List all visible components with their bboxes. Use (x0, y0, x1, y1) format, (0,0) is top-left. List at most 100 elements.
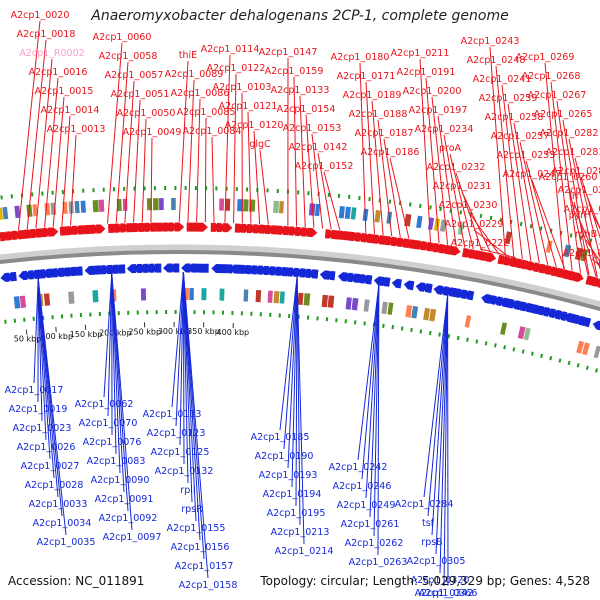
forward-leader-line (141, 118, 147, 223)
reverse-leader-line (279, 276, 298, 431)
forward-leader-line (106, 42, 123, 224)
forward-gene-label: A2cp1_0222 (451, 238, 510, 249)
forward-gene-label: A2cp1_0014 (41, 105, 100, 116)
forward-cog-block (98, 199, 105, 212)
reverse-cds-arrow (343, 272, 354, 283)
reverse-cog-block (593, 345, 600, 359)
reverse-cds-arrow (84, 265, 96, 275)
forward-gene-label: A2cp1_0191 (397, 67, 456, 78)
reverse-leader-line (33, 278, 39, 384)
reverse-cds-arrow (163, 263, 173, 273)
forward-gene-label: A2cp1_0154 (277, 104, 336, 115)
reverse-leader-line (107, 273, 113, 417)
reverse-cog-block (13, 296, 21, 309)
reverse-cds-arrow (187, 263, 198, 273)
reverse-cds-arrow (0, 272, 10, 283)
reverse-cds-arrow (349, 273, 361, 284)
figure-title: Anaeromyxobacter dehalogenans 2CP-1, com… (91, 8, 509, 24)
forward-gene-label: A2cp1_0232 (427, 162, 486, 173)
reverse-cds-arrow (54, 267, 65, 277)
reverse-cds-arrow (247, 265, 258, 275)
reverse-cds-arrow (516, 301, 527, 312)
forward-cog-block (545, 240, 553, 253)
reverse-cog-block (273, 290, 280, 304)
reverse-cds-arrow (403, 280, 415, 291)
forward-cog-block (314, 203, 321, 217)
reverse-gene-label: A2cp1_0305 (407, 556, 466, 567)
forward-gene-label: A2cp1_0142 (289, 142, 348, 153)
reverse-leader-line (361, 284, 380, 480)
reverse-gene-label: A2cp1_0091 (95, 494, 154, 505)
reverse-cds-arrow (199, 263, 209, 273)
reverse-gene-label: A2cp1_0062 (75, 399, 134, 410)
reverse-leader-line (287, 276, 298, 469)
reverse-cog-block (243, 289, 249, 302)
accession-text: Accession: NC_011891 (8, 574, 145, 588)
reverse-leader-line (357, 284, 380, 461)
reverse-cds-arrow (72, 266, 83, 276)
forward-gene-label: A2cp1_0186 (361, 147, 420, 158)
reverse-cog-block (327, 295, 335, 308)
forward-leader-line (178, 60, 189, 223)
reverse-cds-arrow (289, 267, 300, 278)
reverse-cds-arrow (60, 267, 71, 277)
kbp-label: 350 kbp (187, 327, 220, 336)
reverse-gene-label: rplI (180, 485, 195, 496)
forward-gene-label: A2cp1_0231 (433, 181, 492, 192)
reverse-cog-block (43, 293, 51, 306)
reverse-leader-line (182, 271, 193, 503)
reverse-cds-arrow (391, 278, 402, 289)
reverse-cds-arrow (439, 286, 450, 296)
reverse-cog-block (255, 289, 262, 303)
reverse-leader-line (182, 272, 185, 465)
forward-leader-line (233, 73, 237, 223)
forward-gene-label: A2cp1_0268 (522, 71, 581, 82)
reverse-gene-label: A2cp1_0190 (255, 451, 314, 462)
inner-tick (503, 345, 507, 350)
reverse-cds-arrow (235, 264, 246, 274)
reverse-cds-arrow (114, 264, 126, 274)
forward-gene-label: A2cp1_0152 (295, 161, 354, 172)
reverse-cds-arrow (169, 263, 180, 273)
reverse-leader-line (295, 276, 298, 507)
forward-cog-block (279, 201, 285, 214)
reverse-cds-arrow (271, 266, 282, 276)
forward-gene-label: A2cp1_0018 (17, 29, 76, 40)
inner-tick (549, 355, 553, 361)
forward-leader-line (371, 100, 384, 236)
inner-tick (493, 343, 497, 348)
reverse-gene-label: A2cp1_0070 (79, 418, 138, 429)
forward-gene-label: A2cp1_0147 (259, 47, 318, 58)
reverse-leader-line (423, 295, 449, 498)
forward-leader-line (377, 119, 393, 237)
forward-cds-arrow (485, 252, 497, 263)
forward-leader-line (196, 98, 201, 223)
reverse-gene-label: A2cp1_0026 (17, 442, 76, 453)
forward-leader-line (247, 111, 252, 224)
forward-cog-block (2, 206, 9, 220)
reverse-leader-line (283, 276, 298, 450)
reverse-cds-arrow (307, 269, 319, 279)
reverse-gene-label: A2cp1_0193 (259, 470, 318, 481)
reverse-cds-arrow (463, 290, 475, 301)
forward-cog-block (74, 200, 80, 214)
reverse-leader-line (37, 278, 67, 536)
forward-cog-block (0, 207, 4, 220)
forward-leader-line (489, 46, 506, 256)
reverse-cog-block (523, 327, 531, 341)
kbp-label: 400 kbp (217, 328, 250, 337)
forward-cog-block (416, 215, 423, 229)
reverse-cog-block (381, 301, 388, 315)
reverse-cds-arrow (223, 264, 233, 274)
reverse-cds-arrow (42, 268, 53, 278)
reverse-cds-arrow (415, 282, 426, 292)
forward-leader-line (18, 20, 41, 230)
reverse-leader-line (377, 284, 380, 556)
reverse-gene-label: A2cp1_0284 (395, 499, 454, 510)
forward-gene-label: A2cp1_0265 (534, 109, 593, 120)
reverse-cog-block (19, 295, 27, 309)
forward-gene-label: A2cp1_0293 (563, 248, 600, 259)
forward-leader-line (449, 153, 474, 250)
